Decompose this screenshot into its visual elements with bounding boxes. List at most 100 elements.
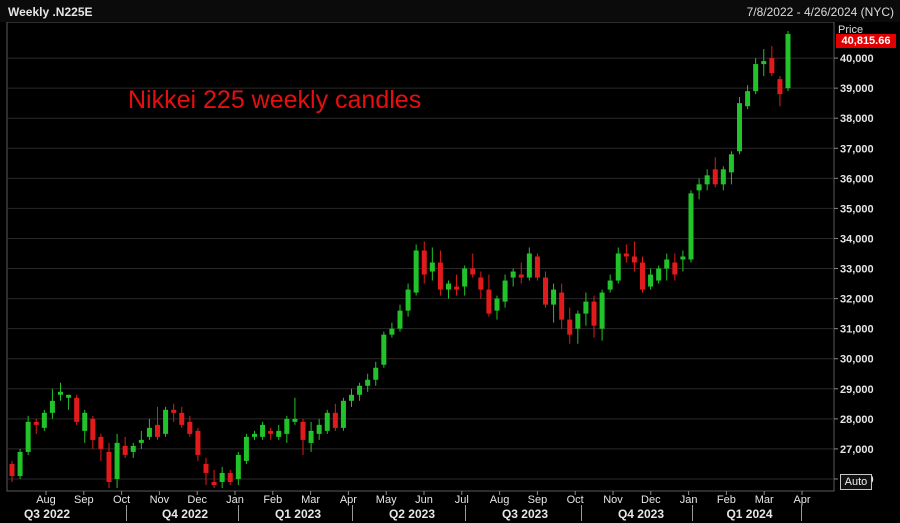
plot-area [6,21,835,492]
candle-body [413,250,419,293]
candle-body [728,154,734,173]
x-tick-label: Mar [301,494,320,506]
y-tick-label: 32,000 [840,294,874,306]
y-tick-label: 29,000 [840,384,874,396]
x-tick-label: Dec [641,494,661,506]
candle-body [227,472,233,482]
candle-body [41,412,47,428]
candle-body [502,280,508,302]
y-tick-label: 27,000 [840,444,874,456]
x-axis-month-ticks: Aug Sep Oct Nov Dec Jan Feb Mar Apr May Jun Jul Aug S… [36,491,811,506]
candle-body [631,256,637,263]
candle-body [551,289,557,305]
candle-body [276,430,282,437]
candle-body [155,424,160,437]
candle-body [349,394,354,401]
candle-body [122,445,128,455]
x-tick-label: Jan [226,494,244,506]
y-tick-label: 37,000 [840,143,874,155]
chart-header: Weekly .N225E 7/8/2022 - 4/26/2024 (NYC) [0,0,900,22]
quarter-label: Q1 2023 [274,507,322,521]
y-tick-label: 33,000 [840,264,874,276]
candle-body [243,436,249,461]
candle-body [712,169,718,185]
candle-body [591,301,597,326]
candle-body [421,250,427,275]
candle-body [478,277,484,290]
candle-body [357,385,363,395]
candle-body [163,409,169,434]
candle-body [648,274,654,287]
quarter-separator [581,505,582,521]
candle-body [494,298,500,311]
y-tick-label: 38,000 [840,113,874,125]
candle-body [761,61,767,65]
candle-body [49,400,55,413]
date-range: 7/8/2022 - 4/26/2024 (NYC) [746,5,894,19]
candle-body [114,442,120,479]
x-tick-label: Feb [263,494,282,506]
auto-scale-button[interactable]: Auto [840,474,872,490]
y-tick-label: 36,000 [840,173,874,185]
quarter-separator [126,505,127,521]
quarter-label: Q2 2023 [388,507,436,521]
candle-body [462,268,468,287]
y-tick-label: 35,000 [840,203,874,215]
candle-body [284,418,290,434]
candle-body [292,418,298,422]
candle-body [324,412,330,431]
candle-body [9,463,15,476]
candle-body [446,283,451,290]
last-price-badge: 40,815.66 [836,34,896,48]
chart-title: Weekly .N225E [8,5,93,19]
y-tick-label: 31,000 [840,324,874,336]
candle-body [179,412,185,425]
candle-body [785,34,791,89]
x-tick-label: Feb [717,494,736,506]
candle-body [260,424,266,437]
candle-body [543,277,548,305]
candle-body [187,421,193,434]
candle-body [308,430,314,443]
candle-body [470,268,476,275]
x-tick-label: Nov [603,494,623,506]
candle-body [17,451,23,476]
candle-body [720,169,726,185]
candle-body [672,262,678,275]
price-axis-title-line: Price [838,24,864,36]
candle-body [737,103,742,152]
candle-series [9,31,791,488]
candle-body [381,334,387,365]
candle-body [397,310,403,329]
candle-body [66,394,72,398]
candle-body [365,379,371,386]
x-tick-label: May [376,494,397,506]
quarter-separator [465,505,466,521]
grid-lines [7,57,834,480]
candle-body [615,253,621,281]
candle-body [607,280,613,290]
candle-body [769,58,775,74]
candle-body [138,439,144,443]
candle-body [454,286,460,290]
candle-body [688,193,694,260]
candle-body [82,412,88,431]
candle-body [575,313,581,329]
y-tick-label: 28,000 [840,414,874,426]
x-tick-label: Dec [187,494,207,506]
quarter-separator [692,505,693,521]
candle-body [656,268,662,281]
y-tick-label: 39,000 [840,83,874,95]
candle-body [130,445,136,452]
quarter-separator [238,505,239,521]
candle-body [559,292,565,320]
candle-body [623,253,629,257]
y-tick-label: 34,000 [840,233,874,245]
candle-body [429,262,435,272]
candle-body [252,433,257,437]
quarter-label: Q3 2023 [501,507,549,521]
x-tick-label: Mar [755,494,774,506]
candle-body [171,409,177,413]
x-tick-label: Jan [680,494,698,506]
